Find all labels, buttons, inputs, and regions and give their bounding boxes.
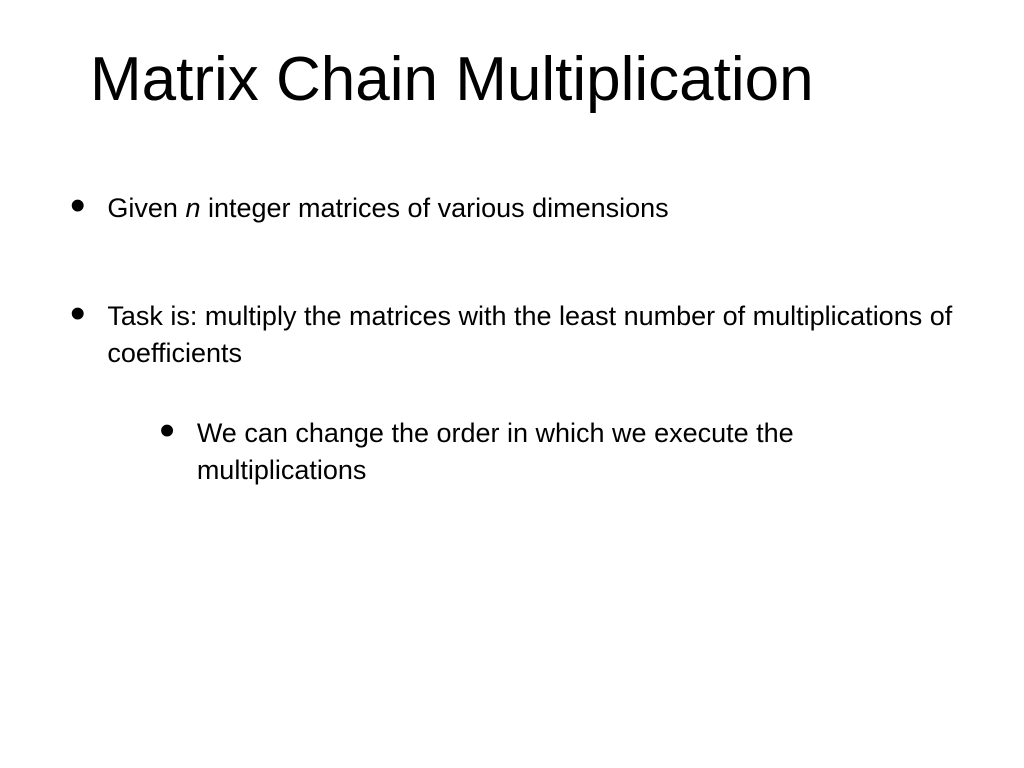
- bullet-item: • Given n integer matrices of various di…: [70, 190, 964, 226]
- sub-bullet-list: • We can change the order in which we ex…: [159, 415, 964, 488]
- sub-bullet-text: We can change the order in which we exec…: [197, 415, 964, 488]
- bullet-item: • Task is: multiply the matrices with th…: [70, 298, 964, 488]
- bullet-text: Task is: multiply the matrices with the …: [107, 298, 964, 371]
- bullet-list: • Given n integer matrices of various di…: [70, 190, 964, 488]
- bullet-text-emphasis: n: [185, 193, 200, 223]
- slide: Matrix Chain Multiplication • Given n in…: [0, 0, 1024, 768]
- bullet-icon: •: [159, 417, 174, 445]
- bullet-text-suffix: integer matrices of various dimensions: [200, 193, 668, 223]
- bullet-text: Given n integer matrices of various dime…: [107, 190, 964, 226]
- bullet-text-container: Task is: multiply the matrices with the …: [107, 298, 964, 488]
- slide-title: Matrix Chain Multiplication: [90, 44, 814, 115]
- sub-bullet-item: • We can change the order in which we ex…: [159, 415, 964, 488]
- bullet-icon: •: [70, 300, 85, 328]
- bullet-text-prefix: Given: [107, 193, 185, 223]
- bullet-icon: •: [70, 192, 85, 220]
